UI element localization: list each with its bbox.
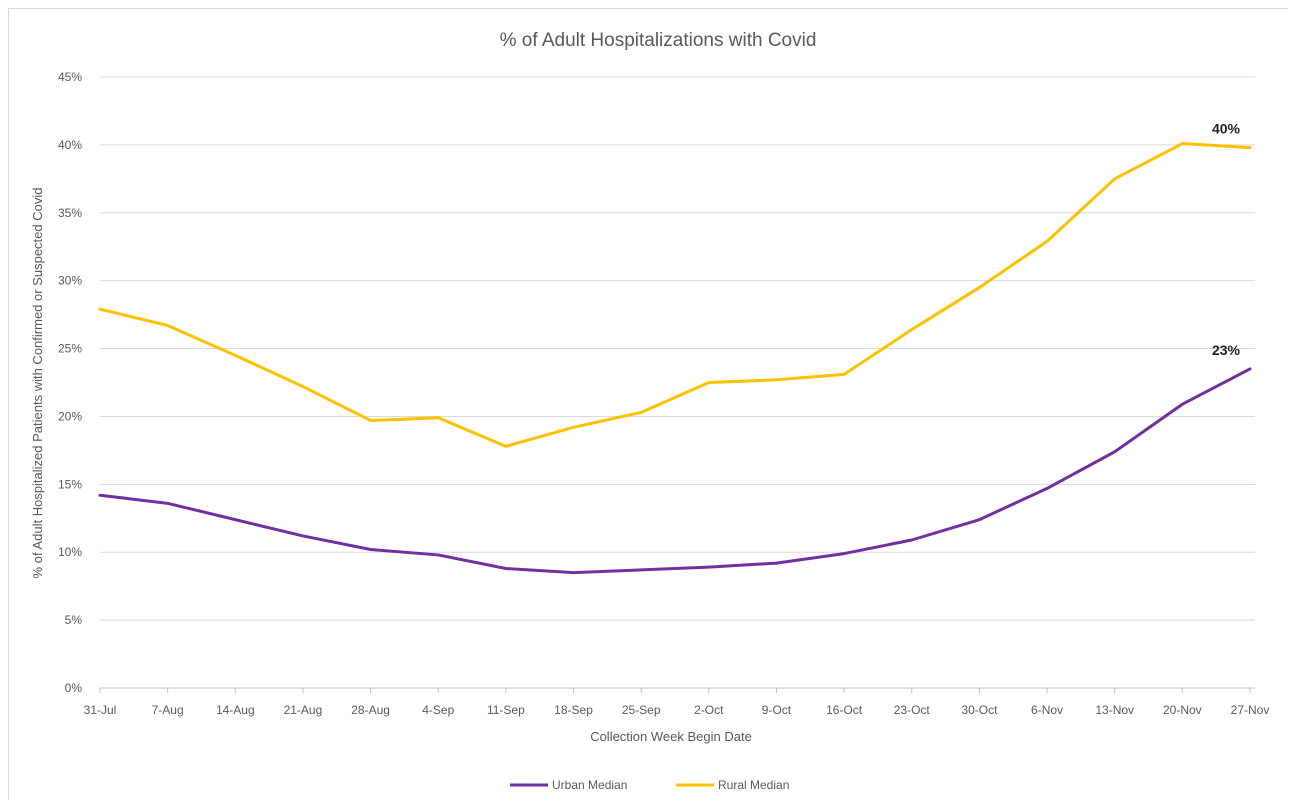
x-tick-label: 2-Oct <box>694 703 724 717</box>
x-tick-label: 25-Sep <box>622 703 661 717</box>
gridlines <box>100 77 1255 620</box>
y-tick-label: 40% <box>58 138 82 152</box>
y-tick-label: 5% <box>65 613 83 627</box>
y-tick-label: 25% <box>58 342 82 356</box>
y-tick-label: 35% <box>58 206 82 220</box>
x-tick-label: 13-Nov <box>1095 703 1134 717</box>
x-tick-label: 14-Aug <box>216 703 255 717</box>
legend: Urban Median Rural Median <box>510 778 789 792</box>
x-tick-label: 16-Oct <box>826 703 863 717</box>
y-tick-label: 15% <box>58 477 82 491</box>
x-tick-label: 28-Aug <box>351 703 390 717</box>
x-tick-label: 23-Oct <box>894 703 931 717</box>
x-tick-label: 21-Aug <box>284 703 323 717</box>
y-axis-tick-labels: 0% 5% 10% 15% 20% 25% 30% 35% 40% 45% <box>58 70 82 695</box>
x-tick-label: 30-Oct <box>961 703 998 717</box>
end-data-label: 40% <box>1212 121 1241 137</box>
chart-title: % of Adult Hospitalizations with Covid <box>500 30 817 51</box>
x-axis-tick-labels: 31-Jul 7-Aug 14-Aug 21-Aug 28-Aug 4-Sep 11-Sep… <box>84 703 1270 717</box>
legend-label: Urban Median <box>552 778 627 792</box>
end-data-label: 23% <box>1212 342 1241 358</box>
y-tick-label: 10% <box>58 545 82 559</box>
y-tick-label: 20% <box>58 409 82 423</box>
x-tick-label: 27-Nov <box>1231 703 1270 717</box>
series-line-rural-median <box>100 144 1250 447</box>
x-tick-label: 31-Jul <box>84 703 117 717</box>
y-tick-label: 45% <box>58 70 82 84</box>
series-line-urban-median <box>100 369 1250 573</box>
x-axis-title: Collection Week Begin Date <box>590 729 752 744</box>
y-tick-label: 30% <box>58 274 82 288</box>
data-labels: 23% 40% <box>1212 121 1241 358</box>
x-tick-label: 4-Sep <box>422 703 454 717</box>
legend-label: Rural Median <box>718 778 789 792</box>
x-tick-label: 11-Sep <box>487 703 525 717</box>
x-tick-label: 9-Oct <box>762 703 792 717</box>
x-tick-label: 18-Sep <box>554 703 593 717</box>
x-tick-label: 6-Nov <box>1031 703 1063 717</box>
series-lines <box>100 143 1250 572</box>
y-axis-title: % of Adult Hospitalized Patients with Co… <box>30 188 45 579</box>
y-tick-label: 0% <box>65 681 83 695</box>
x-axis <box>100 688 1255 693</box>
x-tick-label: 7-Aug <box>152 703 184 717</box>
x-tick-label: 20-Nov <box>1163 703 1202 717</box>
